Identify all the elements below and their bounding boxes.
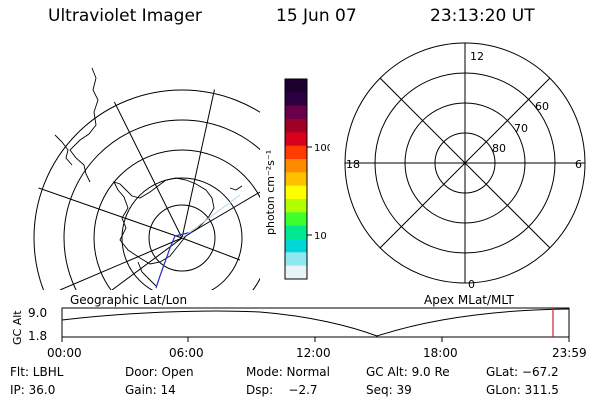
x-tick-2359: 23:59 <box>552 346 587 360</box>
geographic-label: Geographic Lat/Lon <box>70 293 188 307</box>
colorbar-segment <box>285 172 307 187</box>
colorbar-segment <box>285 79 307 93</box>
gc-alt-axis-label: GC Alt <box>11 310 24 345</box>
orbit-track <box>155 231 193 289</box>
y-tick-9: 9.0 <box>28 306 47 320</box>
mlt-label-0: 0 <box>468 278 475 291</box>
door-info: Door: Open <box>125 365 194 379</box>
time-label: 23:13:20 UT <box>430 6 535 26</box>
filter-info: Flt: LBHL <box>10 365 64 379</box>
glon-info: GLon: 311.5 <box>486 383 559 397</box>
altitude-timeline: GC Alt 9.0 1.8 <box>11 306 570 345</box>
lat-label-70: 70 <box>514 122 528 135</box>
seq-info: Seq: 39 <box>366 383 412 397</box>
gain-info: Gain: 14 <box>125 383 176 397</box>
mlt-label-18: 18 <box>346 158 360 171</box>
colorbar-segment <box>285 239 307 253</box>
gc-alt-info: GC Alt: 9.0 Re <box>366 365 450 379</box>
colorbar-segment <box>285 119 307 133</box>
colorbar-segment <box>285 105 307 120</box>
colorbar-tick-10: 10 <box>314 231 327 242</box>
geographic-map <box>30 67 260 290</box>
timeline-frame <box>61 307 570 338</box>
lat-label-80: 80 <box>492 142 506 155</box>
sun-direction-line <box>181 194 241 239</box>
glat-info: GLat: −67.2 <box>486 365 559 379</box>
colorbar-segment <box>285 92 307 107</box>
colorbar-segment <box>285 145 307 160</box>
mode-info: Mode: Normal <box>246 365 330 379</box>
colorbar-segment <box>285 199 307 213</box>
mlt-label-12: 12 <box>470 50 484 63</box>
x-tick-1800: 18:00 <box>423 346 458 360</box>
colorbar-segment <box>285 159 307 173</box>
lat-label-60: 60 <box>535 100 549 113</box>
coastline <box>54 67 243 287</box>
colorbar-tick-100: 100 <box>314 143 330 154</box>
colorbar-segment <box>285 225 307 240</box>
date-label: 15 Jun 07 <box>276 6 357 26</box>
color-bar: 100 10 photon cm⁻²s⁻¹ <box>264 78 330 280</box>
mlt-label-6: 6 <box>575 158 582 171</box>
app-title: Ultraviolet Imager <box>48 6 202 26</box>
colorbar-segment <box>285 265 307 280</box>
colorbar-segment <box>285 252 307 267</box>
ip-info: IP: 36.0 <box>10 383 56 397</box>
colorbar-unit-label: photon cm⁻²s⁻¹ <box>264 150 277 235</box>
polar-mlt-plot: 12 18 6 0 60 70 80 <box>344 42 586 291</box>
colorbar-segment <box>285 212 307 227</box>
x-tick-0000: 00:00 <box>47 346 82 360</box>
x-tick-0600: 06:00 <box>169 346 204 360</box>
altitude-curve <box>61 308 570 337</box>
apex-label: Apex MLat/MLT <box>424 293 514 307</box>
colorbar-segment <box>285 132 307 147</box>
dsp-info: Dsp: −2.7 <box>246 383 318 397</box>
colorbar-segment <box>285 185 307 200</box>
x-tick-1200: 12:00 <box>296 346 331 360</box>
y-tick-1-8: 1.8 <box>28 329 47 343</box>
